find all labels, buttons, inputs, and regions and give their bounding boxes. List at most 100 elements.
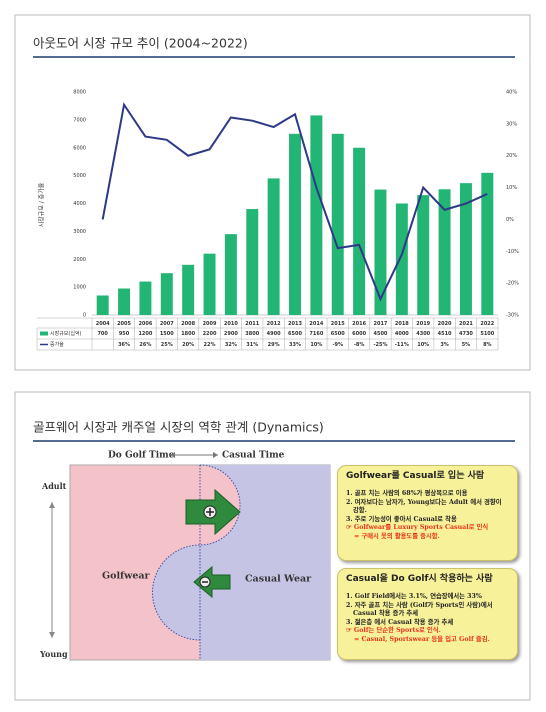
bar	[417, 195, 430, 315]
region-label: Golfwear	[102, 571, 151, 582]
chart-title: 아웃도어 시장 규모 추이 (2004~2022)	[33, 36, 248, 51]
bar	[246, 209, 259, 315]
table-value: -9%	[332, 342, 343, 348]
table-value: 7160	[309, 331, 323, 337]
y2-tick-label: 10%	[506, 185, 517, 191]
table-value: 6500	[288, 331, 302, 337]
plus-icon	[206, 508, 214, 516]
x-tick-label: 2021	[459, 321, 473, 327]
table-value: -25%	[373, 342, 387, 348]
y2-tick-label: 20%	[506, 153, 517, 159]
bar	[139, 281, 152, 315]
legend-label: 시장규모(십억)	[50, 330, 82, 337]
x-axis-label: Casual Time	[222, 451, 285, 461]
bar	[203, 253, 216, 315]
y2-tick-label: 0%	[506, 217, 514, 223]
table-value: 950	[119, 331, 130, 337]
y-tick-label: 2000	[73, 257, 86, 263]
arrow-left	[193, 565, 231, 599]
x-tick-label: 2016	[352, 321, 366, 327]
line	[101, 102, 488, 302]
region-label: Casual Wear	[245, 574, 312, 585]
bar	[96, 295, 109, 315]
x-axis-label: Do Golf Time	[108, 451, 175, 461]
x-tick-label: 2008	[181, 321, 195, 327]
x-tick-label: 2005	[117, 321, 131, 327]
table-value: 1500	[160, 331, 174, 337]
diagram-title: 골프웨어 시장과 캐주얼 시장의 역학 관계 (Dynamics)	[33, 420, 324, 435]
axis-arrow-head	[170, 452, 218, 458]
x-tick-label: 2006	[138, 321, 152, 327]
box-note: ☞ Golfwear를 Luxury Sports Casual로 인식	[346, 524, 489, 532]
bar	[331, 133, 344, 315]
bar	[459, 183, 472, 315]
bar	[224, 234, 237, 315]
x-tick-label: 2007	[160, 321, 174, 327]
table-value: -11%	[395, 342, 409, 348]
y-axis-label: Adult	[41, 481, 67, 491]
box-note: = Casual, Sportswear 등을 입고 Golf 즐김.	[354, 635, 490, 643]
bar	[438, 189, 451, 315]
x-tick-label: 2012	[267, 321, 281, 327]
table-value: 4730	[459, 331, 473, 337]
y-tick-label: 7000	[73, 117, 86, 123]
panel	[14, 14, 531, 371]
y-axis-label: Young	[39, 649, 68, 659]
info-box: Golfwear를 Casual로 입는 사람 1. 골프 치는 사람의 68%…	[337, 465, 518, 561]
x-tick-label: 2015	[331, 321, 345, 327]
table-value: 31%	[246, 342, 258, 348]
table-value: 4510	[438, 331, 452, 337]
table-value: 22%	[204, 342, 216, 348]
y-tick-label: 8000	[73, 90, 86, 96]
bar	[118, 288, 131, 315]
table-value: 2200	[203, 331, 217, 337]
y-tick-label: 3000	[73, 229, 86, 235]
table-value: 4500	[374, 331, 388, 337]
y-tick-label: 4000	[73, 201, 86, 207]
table-value: 6000	[352, 331, 366, 337]
table-value: 32%	[225, 342, 237, 348]
x-tick-label: 2010	[224, 321, 238, 327]
x-tick-label: 2022	[480, 321, 494, 327]
y-tick-label: 5000	[73, 173, 86, 179]
x-tick-label: 2018	[395, 321, 409, 327]
bar	[481, 172, 494, 315]
x-tick-label: 2013	[288, 321, 302, 327]
table-value: 5100	[480, 331, 494, 337]
table-value: 29%	[268, 342, 280, 348]
table-value: 20%	[182, 342, 194, 348]
bar	[267, 178, 280, 315]
box-item: 1. 골프 치는 사람의 68%가 평상복으로 이용	[346, 490, 468, 497]
table-value: 700	[97, 331, 108, 337]
x-tick-label: 2020	[438, 321, 452, 327]
bar	[310, 115, 323, 315]
x-tick-label: 2017	[374, 321, 388, 327]
bar	[353, 147, 366, 315]
table-value: 36%	[118, 342, 130, 348]
bar	[160, 273, 173, 315]
bar	[395, 203, 408, 315]
table-value: 25%	[161, 342, 173, 348]
y2-tick-label: -10%	[506, 249, 519, 255]
table-value: -8%	[354, 342, 365, 348]
box-title: Casual을 Do Golf시 착용하는 사람	[346, 574, 493, 584]
panel	[14, 391, 531, 701]
table-value: 10%	[310, 342, 322, 348]
box-note: ☞ Golf는 단순한 Sports로 인식.	[346, 627, 441, 635]
bar	[374, 189, 387, 315]
bar	[289, 133, 301, 315]
x-tick-label: 2019	[416, 321, 430, 327]
table-value: 5%	[462, 342, 471, 348]
y-axis-label: 시장규모 / 증가율	[38, 182, 46, 227]
legend-label: 증가율	[50, 341, 64, 348]
table-value: 4900	[267, 331, 281, 337]
table-value: 4300	[416, 331, 430, 337]
y2-tick-label: 30%	[506, 121, 517, 127]
table-value: 3%	[440, 342, 449, 348]
box-item: 2. 자주 골프 치는 사람 (Golf가 Sports인 사람)에서 Casu…	[346, 601, 493, 618]
y2-tick-label: -20%	[506, 281, 519, 287]
table-value: 6500	[331, 331, 345, 337]
info-box: Casual을 Do Golf시 착용하는 사람 1. Golf Field에서…	[337, 568, 518, 660]
x-tick-label: 2009	[203, 321, 217, 327]
